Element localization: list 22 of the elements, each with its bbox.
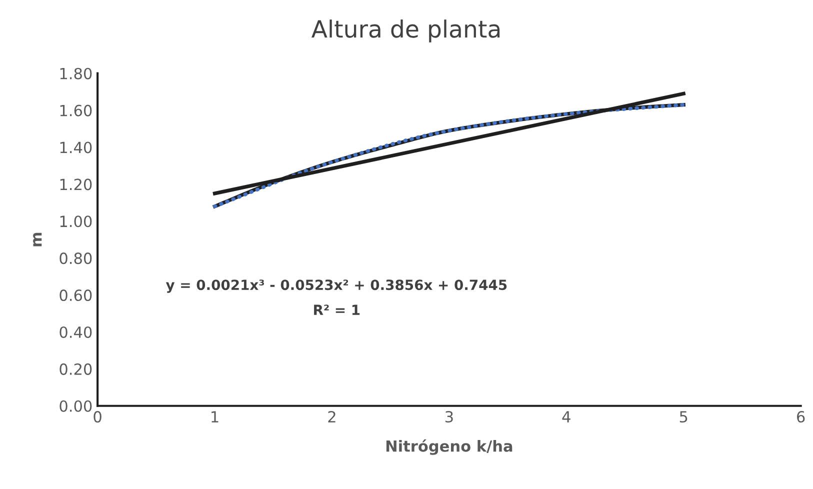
y-tick-label: 1.20 <box>60 178 92 190</box>
y-tick-label: 1.60 <box>60 104 92 116</box>
y-tick-label: 0.00 <box>60 400 92 412</box>
x-tick-label: 2 <box>328 411 336 422</box>
annotation: R² = 1 <box>314 304 360 315</box>
y-tick-label: 0.20 <box>60 363 92 375</box>
x-axis-title: Nitrógeno k/ha <box>386 439 512 455</box>
y-tick-label: 0.60 <box>60 289 92 302</box>
x-tick-label: 6 <box>797 411 805 423</box>
x-tick-label: 3 <box>445 411 453 423</box>
y-tick-label: 1.00 <box>60 216 92 228</box>
x-tick-label: 5 <box>680 411 688 423</box>
y-tick-label: 0.40 <box>60 326 92 338</box>
x-tick-label: 0 <box>94 411 102 423</box>
chart-title: Altura de planta <box>312 20 500 42</box>
y-axis-title: m <box>33 232 42 246</box>
x-tick-label: 4 <box>562 411 570 422</box>
x-tick-label: 1 <box>212 411 218 422</box>
y-tick-label: 1.40 <box>60 142 92 154</box>
y-tick-label: 1.80 <box>60 68 92 80</box>
y-tick-label: 0.80 <box>60 252 92 264</box>
annotation: y = 0.0021x³ - 0.0523x² + 0.3856x + 0.7445 <box>166 280 507 293</box>
